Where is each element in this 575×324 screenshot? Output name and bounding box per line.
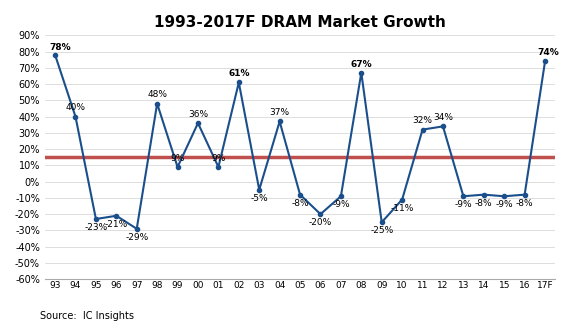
Text: 40%: 40% (66, 103, 86, 112)
Text: -23%: -23% (85, 223, 108, 232)
Text: -9%: -9% (332, 201, 350, 209)
Text: -8%: -8% (292, 199, 309, 208)
Text: 74%: 74% (537, 48, 559, 57)
Text: -8%: -8% (475, 199, 493, 208)
Text: 32%: 32% (412, 116, 432, 125)
Text: Source:  IC Insights: Source: IC Insights (40, 311, 134, 321)
Text: -5%: -5% (251, 194, 268, 203)
Text: 61%: 61% (228, 69, 250, 78)
Text: -11%: -11% (390, 204, 414, 213)
Text: -29%: -29% (125, 233, 148, 242)
Text: 9%: 9% (211, 154, 225, 163)
Text: 67%: 67% (351, 60, 372, 69)
Text: 36%: 36% (188, 110, 208, 119)
Text: -9%: -9% (455, 201, 472, 209)
Text: 37%: 37% (270, 108, 290, 117)
Text: -20%: -20% (309, 218, 332, 227)
Text: -21%: -21% (105, 220, 128, 229)
Text: 34%: 34% (433, 113, 453, 122)
Text: -9%: -9% (496, 201, 513, 209)
Text: -8%: -8% (516, 199, 534, 208)
Title: 1993-2017F DRAM Market Growth: 1993-2017F DRAM Market Growth (154, 15, 446, 30)
Text: 48%: 48% (147, 90, 167, 99)
Text: 9%: 9% (170, 154, 185, 163)
Text: 78%: 78% (50, 43, 71, 52)
Text: -25%: -25% (370, 226, 393, 236)
